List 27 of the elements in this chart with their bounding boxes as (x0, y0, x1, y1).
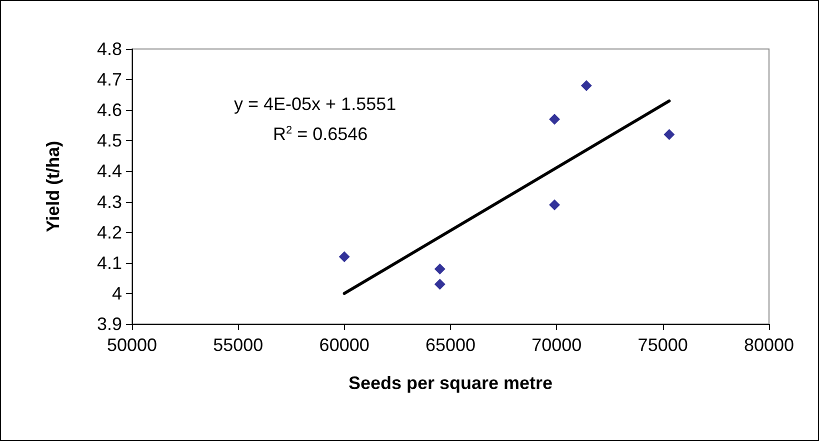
x-tick-label: 70000 (532, 335, 582, 355)
x-tick-label: 80000 (744, 335, 794, 355)
point (338, 251, 350, 262)
point (549, 114, 560, 125)
y-axis-title: Yield (t/ha) (43, 140, 63, 232)
point (434, 278, 446, 290)
x-tick-label: 75000 (638, 335, 688, 355)
x-tick-label: 50000 (106, 335, 158, 355)
point (664, 129, 675, 140)
y-tick-label: 3.9 (96, 314, 122, 334)
y-tick-label: 4.7 (96, 70, 122, 90)
x-tick-label: 55000 (213, 335, 264, 355)
y-tick-label: 4.8 (96, 39, 122, 59)
x-axis-title: Seeds per square metre (348, 373, 553, 393)
y-tick-label: 4.6 (96, 100, 122, 120)
point (580, 80, 592, 92)
y-tick-label: 4 (112, 283, 122, 304)
y-tick-label: 4.4 (96, 161, 122, 182)
y-tick-label: 4.3 (96, 192, 122, 212)
y-tick-label: 4.2 (96, 222, 122, 242)
y-tick-label: 4.5 (96, 130, 122, 151)
x-tick-label: 65000 (425, 335, 476, 355)
point (549, 199, 560, 210)
point (434, 264, 446, 274)
y-tick-label: 4.1 (96, 252, 122, 273)
annotation: y = 4E-05x + 1.5551 (234, 94, 396, 114)
x-tick-label: 60000 (319, 335, 370, 355)
